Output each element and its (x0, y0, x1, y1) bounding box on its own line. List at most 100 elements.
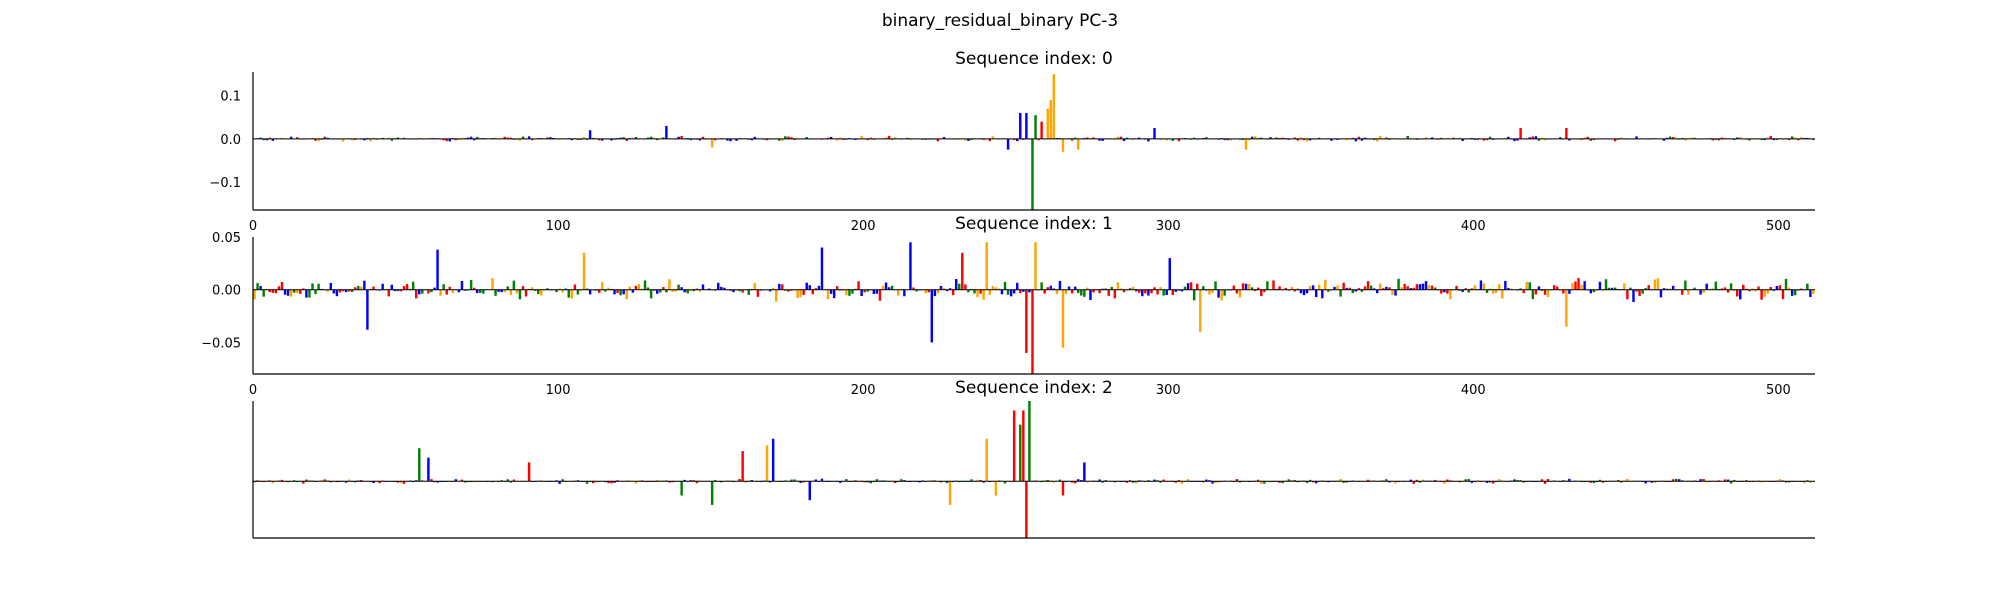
logo-bar-T (1671, 137, 1675, 139)
logo-bar-A (1732, 479, 1736, 482)
logo-bar-A (656, 138, 659, 141)
logo-bar-C (466, 137, 470, 139)
logo-bar-G (942, 287, 946, 290)
logo-bar-C (1699, 289, 1702, 295)
logo-bar-C (1662, 288, 1666, 290)
logo-bar-T (1189, 282, 1193, 290)
logo-bar-C (814, 479, 818, 482)
logo-bar-A (1058, 479, 1062, 482)
logo-bar-T (405, 284, 409, 290)
logo-bar-C (829, 136, 833, 139)
logo-bar-T (1433, 479, 1437, 482)
logo-bar-C (436, 481, 439, 483)
logo-bar-G (1778, 479, 1782, 482)
logo-bar-A (924, 138, 927, 140)
logo-bar-G (897, 289, 900, 296)
figure-suptitle: binary_residual_binary PC-3 (882, 11, 1118, 31)
logo-bar-A (314, 289, 317, 295)
logo-bar-C (271, 138, 275, 141)
logo-bar-C (500, 289, 503, 293)
logo-bar-G (381, 480, 384, 482)
logo-bar-G (1186, 479, 1190, 482)
logo-bar-G (1046, 108, 1049, 139)
logo-bar-A (469, 280, 473, 290)
logo-bar-G (1372, 480, 1376, 482)
logo-bar-C (1000, 289, 1004, 295)
logo-bar-T (274, 289, 278, 294)
logo-bar-C (457, 289, 461, 293)
logo-bar-T (1430, 285, 1434, 290)
logo-bar-T (598, 289, 601, 293)
logo-bar-A (1458, 289, 1461, 291)
x-tick-label: 100 (546, 383, 571, 398)
logo-bar-G (1086, 481, 1089, 483)
logo-bar-T (1257, 287, 1260, 290)
logo-bar-C (939, 286, 943, 290)
logo-bar-C (433, 287, 436, 290)
logo-bar-C (381, 283, 384, 290)
x-tick-label: 200 (851, 219, 876, 234)
logo-bar-C (558, 481, 561, 484)
logo-bar-T (1726, 289, 1730, 293)
logo-bar-T (1122, 289, 1126, 293)
logo-bar-C (415, 480, 418, 482)
logo-bar-T (1787, 138, 1791, 141)
logo-bar-A (1128, 288, 1132, 290)
logo-bar-T (662, 287, 665, 290)
logo-bar-T (460, 479, 464, 482)
logo-bar-C (601, 138, 604, 141)
logo-bar-G (1061, 289, 1065, 348)
logo-bar-A (1806, 283, 1809, 290)
logo-bar-A (585, 481, 589, 484)
logo-bar-T (1241, 283, 1245, 290)
logo-bar-C (555, 480, 558, 482)
logo-bar-C (1019, 112, 1022, 139)
logo-bar-A (1327, 289, 1330, 292)
logo-bar-T (695, 288, 699, 290)
logo-bar-C (1089, 289, 1092, 300)
logo-bar-A (1388, 138, 1391, 140)
logo-bar-G (994, 287, 998, 290)
logo-bar-G (1653, 481, 1657, 483)
logo-bar-A (851, 289, 854, 294)
logo-bar-C (476, 289, 479, 294)
logo-bar-T (1119, 136, 1123, 139)
logo-bar-T (503, 136, 506, 139)
logo-bar-C (887, 287, 891, 290)
logo-bar-G (1437, 138, 1440, 141)
logo-bar-A (1641, 289, 1644, 294)
logo-bar-C (820, 247, 824, 290)
logo-bar-A (747, 289, 750, 295)
logo-bar-T (765, 138, 769, 141)
logo-bar-T (1043, 289, 1046, 294)
logo-bar-A (1318, 137, 1321, 139)
logo-bar-A (533, 289, 537, 291)
logo-bar-A (1104, 288, 1107, 290)
logo-bar-A (649, 289, 653, 299)
logo-bar-G (860, 136, 863, 139)
logo-bar-C (808, 285, 811, 290)
logo-bar-A (1607, 287, 1611, 290)
logo-bar-T (982, 138, 985, 140)
logo-bar-A (561, 479, 564, 482)
logo-bar-C (680, 287, 683, 290)
logo-bar-T (1235, 479, 1239, 482)
logo-bar-T (1125, 481, 1129, 483)
logo-bar-C (1678, 479, 1681, 482)
logo-bar-A (1263, 481, 1266, 484)
logo-bar-G (1732, 289, 1736, 292)
logo-bar-G (985, 438, 988, 482)
logo-bar-T (1144, 289, 1147, 294)
logo-bar-T (427, 289, 430, 294)
logo-bar-C (1665, 137, 1669, 139)
logo-bar-C (750, 480, 754, 482)
logo-bar-C (750, 138, 754, 141)
logo-bar-T (1357, 136, 1361, 139)
logo-bar-A (506, 479, 509, 482)
logo-bar-T (1296, 288, 1300, 290)
logo-bar-T (402, 481, 406, 484)
logo-bar-T (530, 138, 534, 141)
logo-bar-T (1531, 136, 1535, 139)
logo-bar-G (1180, 481, 1184, 485)
logo-bar-C (753, 136, 757, 139)
